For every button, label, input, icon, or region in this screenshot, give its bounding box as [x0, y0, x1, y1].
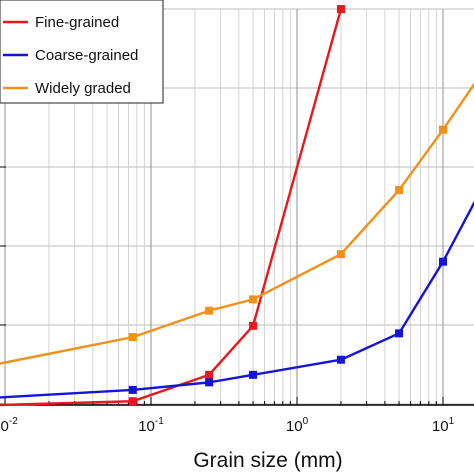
x-tick-label: 10-1	[138, 416, 164, 435]
data-point	[128, 385, 137, 394]
x-axis-title: Grain size (mm)	[193, 449, 342, 472]
data-point	[205, 370, 214, 379]
series-fine-grained	[0, 5, 345, 407]
series-widely-graded	[0, 82, 474, 365]
x-tick-label: 100	[286, 416, 309, 435]
x-tick-labels: 10-2 10-1 100 101	[0, 416, 455, 435]
series-line	[0, 82, 474, 365]
x-tick-label: 10-2	[0, 416, 18, 435]
x-tick-label: 101	[432, 416, 455, 435]
legend-label: Fine-grained	[35, 14, 119, 31]
series-layer	[0, 5, 474, 407]
plot-frame	[0, 8, 474, 406]
series-line	[0, 200, 474, 399]
data-point	[249, 321, 258, 330]
legend-background	[0, 0, 164, 104]
data-point	[336, 250, 345, 259]
data-point	[249, 295, 258, 304]
data-point	[336, 5, 345, 13]
data-point	[205, 378, 214, 387]
legend-label: Widely graded	[35, 80, 131, 97]
data-point	[128, 333, 137, 342]
legend: Fine-grained Coarse-grained Widely graded	[0, 0, 164, 104]
data-point	[439, 257, 447, 266]
data-point	[205, 306, 214, 315]
data-point	[128, 397, 137, 406]
series-coarse-grained	[0, 200, 474, 399]
data-point	[395, 329, 404, 338]
data-point	[336, 355, 345, 364]
data-point	[395, 186, 404, 195]
data-point	[249, 370, 258, 379]
legend-label: Coarse-grained	[35, 47, 138, 64]
data-point	[439, 125, 447, 134]
